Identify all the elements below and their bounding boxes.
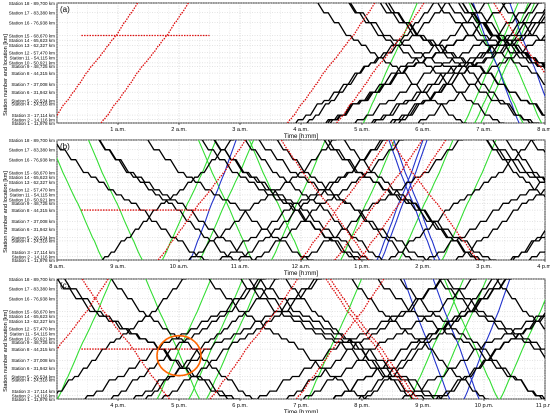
y-tick-label-station-11: Station 11 - 54,115 km <box>9 56 55 61</box>
x-tick-label-7: 7 a.m. <box>476 127 492 133</box>
x-axis-label: Time [h:mm] <box>284 270 318 277</box>
y-axis-label: Station number and location [km] <box>3 34 9 116</box>
y-axis-label: Station number and location [km] <box>3 310 9 392</box>
x-tick-label-3: 6 p.m. <box>232 403 248 409</box>
y-tick-label-station-17: Station 17 - 83,380 km <box>9 148 55 153</box>
y-tick-label-station-18: Station 18 - 89,700 km <box>9 1 55 6</box>
y-tick-label-station-11: Station 11 - 54,115 km <box>9 332 55 337</box>
y-tick-label-station-7: Station 7 - 37,008 km <box>11 219 55 224</box>
y-tick-label-station-14: Station 14 - 65,623 km <box>9 314 55 319</box>
y-tick-label-station-3: Station 3 - 17,114 km <box>12 389 55 394</box>
y-tick-label-station-13: Station 13 - 62,327 km <box>9 180 55 185</box>
x-tick-label-4: 11 a.m. <box>231 264 250 270</box>
x-axis-label: Time [h:mm] <box>284 409 318 413</box>
y-tick-label-station-7: Station 7 - 37,008 km <box>11 358 55 363</box>
y-tick-label-station-16: Station 16 - 76,938 km <box>9 21 55 26</box>
x-tick-label-1: 8 a.m. <box>49 264 65 270</box>
y-tick-label-station-2: Station 2 - 14,116 km <box>12 393 55 398</box>
x-tick-label-7: 2 p.m. <box>415 264 431 270</box>
y-tick-label-station-7: Station 7 - 37,008 km <box>11 82 55 87</box>
y-tick-label-station-16: Station 16 - 76,938 km <box>9 158 55 163</box>
x-tick-label-8: 11 p.m. <box>536 403 550 409</box>
x-axis-label: Time [h:mm] <box>284 133 318 140</box>
x-tick-label-6: 1 p.m. <box>354 264 370 270</box>
y-tick-label-station-18: Station 18 - 89,700 km <box>9 138 55 143</box>
y-tick-label-station-17: Station 17 - 83,380 km <box>9 11 55 16</box>
y-axis-label: Station number and location [km] <box>3 171 9 253</box>
x-tick-label-9: 4 p.m. <box>537 264 550 270</box>
x-tick-label-3: 10 a.m. <box>170 264 189 270</box>
y-tick-label-station-6: Station 6 - 31,942 km <box>11 90 55 95</box>
y-tick-label-station-15: Station 15 - 68,670 km <box>9 309 55 314</box>
y-tick-label-station-2: Station 2 - 14,116 km <box>12 254 55 259</box>
y-tick-label-station-10: Station 10 - 50,921 km <box>9 61 55 66</box>
x-tick-label-8: 3 p.m. <box>476 264 492 270</box>
y-tick-label-station-13: Station 13 - 62,327 km <box>9 43 55 48</box>
y-tick-label-station-10: Station 10 - 50,921 km <box>9 337 55 342</box>
y-tick-label-station-3: Station 3 - 17,114 km <box>12 113 55 118</box>
x-tick-label-6: 9 p.m. <box>415 403 431 409</box>
x-tick-label-1: 4 p.m. <box>110 403 126 409</box>
y-tick-label-station-15: Station 15 - 68,670 km <box>9 170 55 175</box>
y-tick-label-station-18: Station 18 - 89,700 km <box>9 277 55 282</box>
y-tick-label-station-8: Station 8 - 44,315 km <box>11 208 55 213</box>
x-tick-label-5: 5 a.m. <box>354 127 370 133</box>
x-tick-label-2: 9 a.m. <box>110 264 126 270</box>
y-tick-label-station-8: Station 8 - 44,315 km <box>11 71 55 76</box>
y-tick-label-station-12: Station 12 - 57,470 km <box>9 51 55 56</box>
y-tick-label-station-2: Station 2 - 14,116 km <box>12 117 55 122</box>
y-tick-label-station-3: Station 3 - 17,114 km <box>12 250 55 255</box>
x-tick-label-6: 6 a.m. <box>415 127 431 133</box>
y-tick-label-station-10: Station 10 - 50,921 km <box>9 198 55 203</box>
x-tick-label-1: 1 a.m. <box>110 127 126 133</box>
y-tick-label-station-16: Station 16 - 76,938 km <box>9 297 55 302</box>
y-tick-label-station-14: Station 14 - 65,623 km <box>9 175 55 180</box>
y-tick-label-station-5: Station 5 - 26,534 km <box>11 374 55 379</box>
y-tick-label-station-14: Station 14 - 65,623 km <box>9 38 55 43</box>
x-tick-label-5: 8 p.m. <box>354 403 370 409</box>
y-tick-label-station-12: Station 12 - 57,470 km <box>9 327 55 332</box>
y-tick-label-station-11: Station 11 - 54,115 km <box>9 193 55 198</box>
x-tick-label-3: 3 a.m. <box>232 127 248 133</box>
x-tick-label-8: 8 a.m. <box>537 127 550 133</box>
y-tick-label-station-17: Station 17 - 83,380 km <box>9 287 55 292</box>
x-tick-label-2: 5 p.m. <box>171 403 187 409</box>
y-tick-label-station-5: Station 5 - 26,534 km <box>11 235 55 240</box>
x-tick-label-7: 10 p.m. <box>475 403 494 409</box>
y-tick-label-station-5: Station 5 - 26,534 km <box>11 98 55 103</box>
y-tick-label-station-6: Station 6 - 31,942 km <box>11 227 55 232</box>
y-tick-label-station-6: Station 6 - 31,942 km <box>11 366 55 371</box>
y-tick-label-station-8: Station 8 - 44,315 km <box>11 347 55 352</box>
y-tick-label-station-12: Station 12 - 57,470 km <box>9 188 55 193</box>
x-tick-label-2: 2 a.m. <box>171 127 187 133</box>
y-tick-label-station-15: Station 15 - 68,670 km <box>9 33 55 38</box>
panel-label: (a) <box>60 5 70 14</box>
y-tick-label-station-13: Station 13 - 62,327 km <box>9 319 55 324</box>
